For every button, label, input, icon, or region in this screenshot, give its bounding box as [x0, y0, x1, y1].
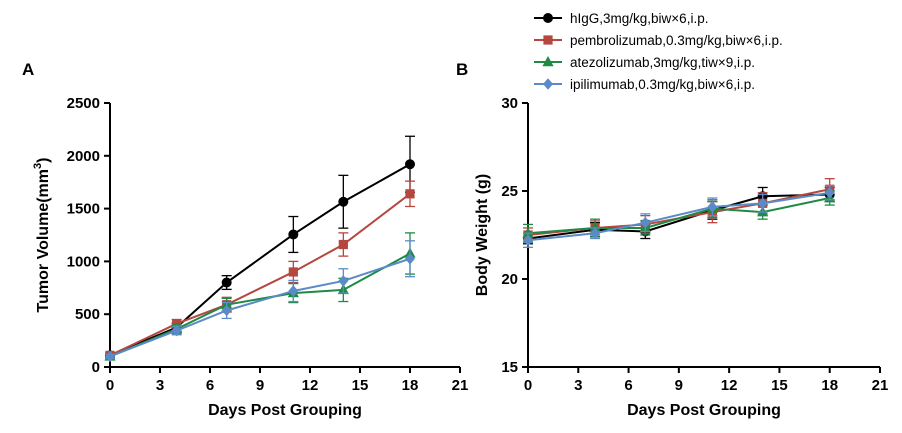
data-point-a-0-3	[288, 229, 299, 240]
data-point-b-3-2	[640, 216, 651, 229]
series-b-ipilimumab-0-3mg-kg-biw-6-i-p	[523, 185, 835, 248]
legend-item-pembrolizumab-0-3mg-kg-biw-6-i-p: pembrolizumab,0.3mg/kg,biw×6,i.p.	[534, 33, 783, 48]
legend-label-pembrolizumab-0-3mg-kg-biw-6-i-p: pembrolizumab,0.3mg/kg,biw×6,i.p.	[570, 33, 783, 48]
x-tick-label-b-3: 3	[574, 377, 582, 394]
y-tick-label-b-25: 25	[501, 183, 518, 200]
x-tick-label-a-21: 21	[452, 377, 469, 394]
x-axis-title-a: Days Post Grouping	[208, 402, 362, 419]
series-line-b-higg-3mg-kg-biw-6-i-p	[527, 193, 830, 240]
legend-label-ipilimumab-0-3mg-kg-biw-6-i-p: ipilimumab,0.3mg/kg,biw×6,i.p.	[570, 77, 755, 92]
legend-label-atezolizumab-3mg-kg-tiw-9-i-p: atezolizumab,3mg/kg,tiw×9,i.p.	[570, 55, 755, 70]
panel-b-body-weight-chart: B 0 3 6 9 12 15 18 21 15 20 25 30 Days Post Grouping B…	[456, 60, 888, 419]
data-point-a-3-4	[338, 275, 349, 287]
legend-marker-higg-3mg-kg-biw-6-i-p	[543, 13, 553, 23]
x-tick-label-a-15: 15	[352, 377, 369, 394]
y-tick-label-a-1500: 1500	[67, 201, 100, 218]
legend-label-higg-3mg-kg-biw-6-i-p: hIgG,3mg/kg,biw×6,i.p.	[570, 11, 708, 26]
x-tick-label-a-9: 9	[256, 377, 264, 394]
legend: hIgG,3mg/kg,biw×6,i.p. pembrolizumab,0.3m…	[534, 11, 783, 92]
legend-item-ipilimumab-0-3mg-kg-biw-6-i-p: ipilimumab,0.3mg/kg,biw×6,i.p.	[534, 77, 755, 92]
y-tick-label-a-2500: 2500	[67, 95, 100, 112]
legend-item-higg-3mg-kg-biw-6-i-p: hIgG,3mg/kg,biw×6,i.p.	[534, 11, 708, 26]
data-point-b-3-4	[757, 197, 768, 210]
legend-marker-ipilimumab-0-3mg-kg-biw-6-i-p	[543, 78, 553, 90]
x-tick-label-a-0: 0	[106, 377, 114, 394]
series-line-b-ipilimumab-0-3mg-kg-biw-6-i-p	[527, 191, 830, 242]
y-axis-title-suffix-a: )	[35, 158, 52, 163]
x-tick-label-a-6: 6	[206, 377, 214, 394]
legend-marker-pembrolizumab-0-3mg-kg-biw-6-i-p	[543, 35, 553, 45]
x-tick-label-b-9: 9	[675, 377, 683, 394]
x-tick-label-a-18: 18	[402, 377, 419, 394]
x-axis-title-b: Days Post Grouping	[627, 402, 781, 419]
series-line-a-atezolizumab-3mg-kg-tiw-9-i-p	[109, 252, 411, 358]
y-tick-label-a-500: 500	[75, 306, 100, 323]
y-tick-label-a-2000: 2000	[67, 148, 100, 165]
series-line-a-pembrolizumab-0-3mg-kg-biw-6-i-p	[109, 193, 411, 357]
data-point-b-3-0	[523, 234, 533, 247]
legend-marker-atezolizumab-3mg-kg-tiw-9-i-p	[542, 56, 554, 67]
panel-label-b: B	[456, 60, 468, 79]
data-point-b-3-5	[824, 186, 835, 199]
data-point-b-3-1	[590, 227, 601, 240]
data-point-a-1-3	[288, 267, 298, 277]
legend-item-atezolizumab-3mg-kg-tiw-9-i-p: atezolizumab,3mg/kg,tiw×9,i.p.	[534, 55, 755, 70]
data-point-a-3-5	[405, 252, 415, 265]
data-point-a-3-0	[105, 350, 115, 363]
data-point-a-0-2	[221, 277, 232, 288]
series-line-b-atezolizumab-3mg-kg-tiw-9-i-p	[527, 197, 830, 235]
x-tick-label-b-15: 15	[771, 377, 788, 394]
y-axis-title-superscript-a: 3	[32, 163, 44, 169]
data-point-a-1-4	[338, 239, 348, 250]
x-tick-label-a-12: 12	[302, 377, 319, 394]
y-tick-label-b-30: 30	[501, 95, 518, 112]
x-tick-label-b-0: 0	[524, 377, 532, 394]
series-a-pembrolizumab-0-3mg-kg-biw-6-i-p	[105, 180, 415, 360]
series-line-a-higg-3mg-kg-biw-6-i-p	[109, 163, 411, 357]
y-tick-label-a-0: 0	[92, 359, 100, 376]
x-tick-label-b-21: 21	[872, 377, 889, 394]
data-point-b-3-3	[707, 201, 718, 213]
x-tick-label-b-18: 18	[821, 377, 838, 394]
y-tick-label-b-15: 15	[501, 359, 518, 376]
series-line-a-ipilimumab-0-3mg-kg-biw-6-i-p	[109, 257, 411, 358]
data-point-a-3-3	[288, 285, 299, 297]
x-tick-label-b-12: 12	[721, 377, 738, 394]
y-axis-title-b: Body Weight (g)	[474, 174, 491, 296]
panel-label-a: A	[22, 60, 34, 79]
data-point-a-1-5	[405, 189, 415, 199]
y-tick-label-b-20: 20	[501, 271, 518, 288]
data-point-b-2-1	[589, 221, 601, 233]
x-tick-label-b-6: 6	[624, 377, 632, 394]
y-axis-title-a: Tumor Volume(mm3)	[32, 158, 52, 313]
data-point-a-3-2	[221, 304, 232, 317]
series-a-ipilimumab-0-3mg-kg-biw-6-i-p	[105, 240, 415, 363]
series-a-higg-3mg-kg-biw-6-i-p	[105, 135, 415, 361]
y-tick-label-a-1000: 1000	[67, 253, 100, 270]
data-point-b-2-0	[522, 227, 534, 238]
data-point-a-0-5	[405, 159, 415, 170]
panel-a-tumor-volume-chart: A 0 3 6 9 12 15 18 21 0 500 1000 1500 2000 2500 Days Po…	[22, 60, 468, 419]
x-tick-label-a-3: 3	[156, 377, 164, 394]
data-point-a-0-4	[338, 196, 349, 207]
data-point-a-3-1	[171, 324, 182, 337]
